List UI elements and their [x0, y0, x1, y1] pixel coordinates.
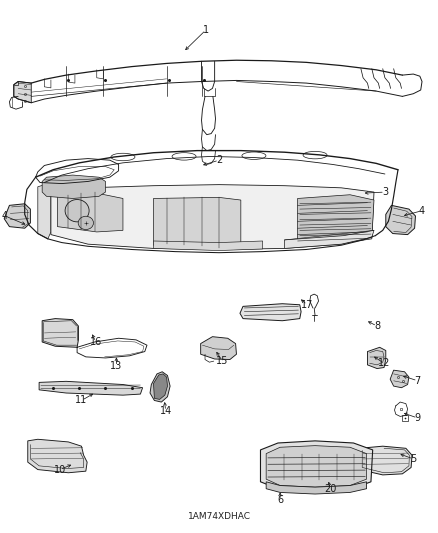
Polygon shape [57, 193, 123, 232]
Polygon shape [4, 204, 30, 228]
Bar [402, 415, 408, 421]
Polygon shape [153, 241, 263, 251]
Text: 1: 1 [203, 25, 209, 35]
Text: 6: 6 [277, 495, 283, 505]
Polygon shape [367, 348, 386, 368]
Text: 5: 5 [410, 454, 417, 464]
Ellipse shape [65, 199, 89, 222]
Polygon shape [42, 175, 106, 198]
Polygon shape [150, 372, 170, 402]
Text: 20: 20 [324, 484, 336, 494]
Text: 15: 15 [216, 356, 229, 366]
Text: 11: 11 [75, 395, 88, 406]
Polygon shape [386, 205, 416, 235]
Polygon shape [266, 482, 367, 494]
Text: 8: 8 [374, 321, 380, 331]
Polygon shape [261, 441, 373, 491]
Polygon shape [285, 230, 374, 248]
Text: 4: 4 [2, 211, 8, 221]
Text: 13: 13 [110, 361, 123, 372]
Text: 17: 17 [301, 300, 313, 310]
Polygon shape [201, 337, 237, 360]
Polygon shape [39, 381, 143, 395]
Text: 14: 14 [159, 406, 172, 416]
Text: 4: 4 [419, 206, 425, 216]
Polygon shape [28, 439, 87, 473]
Polygon shape [153, 374, 167, 399]
Polygon shape [153, 197, 241, 248]
Text: 9: 9 [415, 413, 421, 423]
Text: 1AM74XDHAC: 1AM74XDHAC [187, 512, 251, 521]
Text: 16: 16 [90, 337, 102, 347]
Text: 12: 12 [378, 358, 390, 368]
Polygon shape [38, 184, 51, 239]
Polygon shape [266, 446, 367, 487]
Text: 10: 10 [53, 465, 66, 474]
Text: 2: 2 [216, 155, 222, 165]
Polygon shape [42, 319, 78, 348]
Ellipse shape [78, 216, 93, 230]
Text: 7: 7 [414, 376, 421, 386]
Polygon shape [360, 446, 412, 475]
Text: 3: 3 [382, 187, 388, 197]
Polygon shape [390, 370, 409, 387]
Polygon shape [14, 82, 31, 103]
Polygon shape [240, 304, 301, 321]
Polygon shape [297, 195, 374, 244]
Polygon shape [51, 184, 374, 249]
